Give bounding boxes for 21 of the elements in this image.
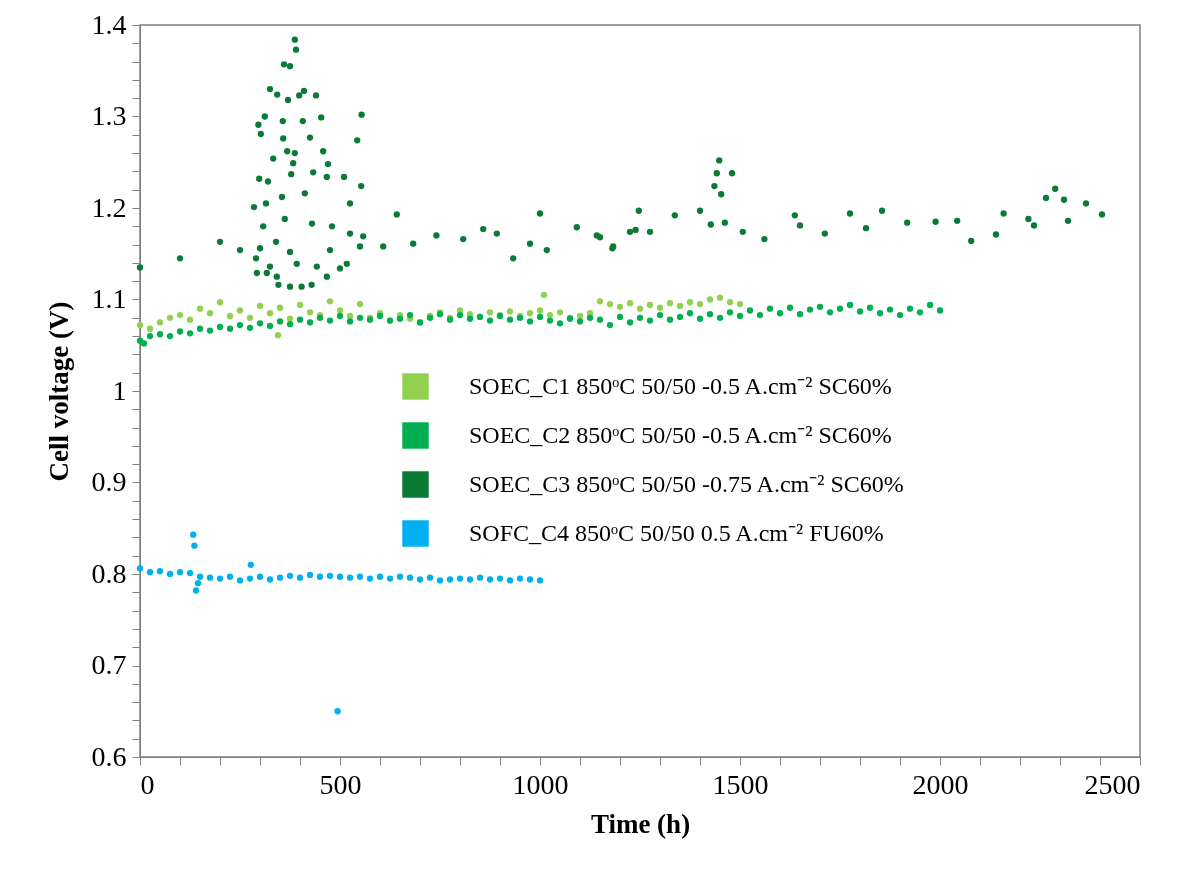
legend-label: SOEC_C3 850ᵒC 50/50 -0.75 A.cm⁻² SC60% [469,470,904,497]
x-tick-label: 1500 [712,768,769,800]
y-tick-label: 0.8 [91,557,127,589]
y-tick-label: 1 [112,374,127,406]
y-axis-title: Cell voltage (V) [43,301,74,482]
x-tick-label: 2000 [912,768,969,800]
legend-label: SOEC_C2 850ᵒC 50/50 -0.5 A.cm⁻² SC60% [469,421,892,448]
x-tick-label: 0 [140,768,155,800]
y-tick-label: 0.7 [91,649,127,680]
x-tick-label: 500 [319,768,362,800]
legend-label: SOFC_C4 850ᵒC 50/50 0.5 A.cm⁻² FU60% [469,519,884,546]
y-tick-label: 1.4 [91,8,127,40]
x-tick-label: 1000 [512,768,569,800]
x-axis-title: Time (h) [590,808,691,839]
y-tick-label: 1.3 [91,100,127,131]
y-tick-label: 1.1 [91,283,127,314]
y-tick-label: 0.6 [91,740,127,772]
x-tick-label: 2500 [1084,768,1141,800]
legend-label: SOEC_C1 850ᵒC 50/50 -0.5 A.cm⁻² SC60% [469,372,892,399]
y-tick-label: 0.9 [91,466,127,497]
y-tick-label: 1.2 [91,191,127,223]
